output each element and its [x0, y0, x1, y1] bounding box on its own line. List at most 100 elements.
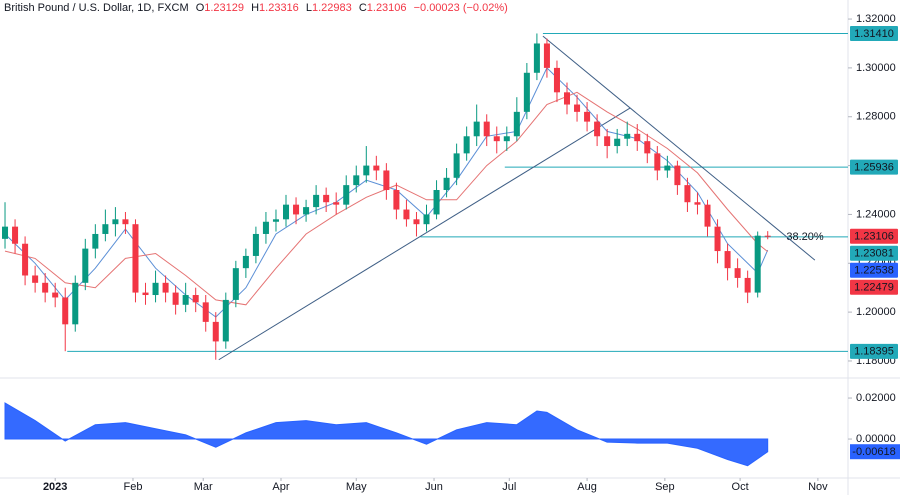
price-box-label: 1.22479 — [854, 282, 894, 294]
candle-body — [393, 190, 400, 210]
osc-box — [850, 444, 900, 460]
candle-body — [52, 292, 59, 298]
price-box-label: 1.31410 — [854, 28, 894, 40]
candle-body — [323, 194, 330, 203]
candle-body — [12, 226, 19, 244]
candle-body — [644, 141, 651, 154]
candle-body — [453, 153, 460, 178]
candle-body — [523, 72, 530, 112]
candle-body — [22, 243, 29, 276]
candle-body — [574, 104, 581, 112]
candle-body — [333, 202, 340, 205]
price-box — [850, 262, 898, 278]
candle-body — [413, 219, 420, 225]
candle-body — [463, 136, 470, 154]
trendline — [218, 107, 631, 361]
chart-title: British Pound / U.S. Dollar, 1D, FXCM — [4, 2, 189, 14]
candle-body — [483, 121, 490, 137]
ohlc-value: 1.23129 — [204, 2, 244, 14]
candle-body — [604, 136, 611, 147]
candle-body — [664, 165, 671, 171]
y-tick-label: 1.32000 — [856, 13, 896, 25]
candle-body — [232, 268, 239, 300]
x-tick-label: Nov — [808, 481, 828, 493]
oscillator-area — [4, 402, 769, 467]
price-box-label: 1.23081 — [854, 248, 894, 260]
candle-body — [42, 282, 49, 293]
ohlc-value: 1.23316 — [259, 2, 299, 14]
candle-body — [704, 204, 711, 227]
candle-body — [343, 185, 350, 205]
candle-body — [122, 219, 129, 225]
candle-body — [533, 43, 540, 73]
candle-body — [714, 226, 721, 252]
y-tick-label: 1.30000 — [856, 62, 896, 74]
x-tick-label: Mar — [194, 481, 213, 493]
osc-box-label: -0.00618 — [852, 446, 895, 458]
candle-body — [654, 153, 661, 171]
osc-y-tick-label: 0.02000 — [856, 392, 896, 404]
x-tick-label: May — [346, 481, 367, 493]
candle-body — [423, 214, 430, 225]
x-tick-label: 2023 — [43, 481, 67, 493]
candle-body — [614, 138, 621, 147]
ohlc-value: 1.22983 — [312, 2, 352, 14]
candle-body — [744, 277, 751, 293]
price-box — [850, 279, 898, 295]
price-box — [850, 343, 898, 359]
candle-body — [2, 226, 9, 239]
candle-body — [283, 204, 290, 220]
x-tick-label: Jul — [502, 481, 516, 493]
candle-body — [563, 92, 571, 105]
ohlc-value: 1.23106 — [367, 2, 407, 14]
x-tick-label: Oct — [732, 481, 749, 493]
candle-body — [594, 121, 601, 137]
x-tick-label: Feb — [123, 481, 142, 493]
price-box-label: 1.25936 — [854, 162, 894, 174]
candle-body — [242, 255, 249, 269]
candle-body — [172, 292, 179, 305]
candle-body — [112, 219, 119, 225]
candle-body — [262, 221, 269, 234]
candle-body — [433, 190, 440, 215]
y-tick-label: 1.24000 — [856, 208, 896, 220]
price-box — [850, 25, 898, 41]
chart-header: British Pound / U.S. Dollar, 1D, FXCM O1… — [4, 2, 508, 14]
candle-body — [152, 282, 159, 296]
change: −0.00023 (−0.02%) — [414, 2, 508, 14]
candle-body — [272, 219, 279, 222]
candle-body — [142, 292, 149, 296]
candle-body — [674, 165, 681, 186]
candle-body — [313, 194, 320, 208]
candle-body — [192, 295, 199, 303]
candle-body — [764, 235, 771, 237]
candle-body — [202, 302, 209, 322]
candle-body — [252, 233, 259, 256]
price-box-label: 1.23106 — [854, 231, 894, 243]
x-tick-label: Apr — [272, 481, 289, 493]
candle-body — [624, 133, 631, 139]
x-tick-label: Sep — [655, 481, 675, 493]
candle-body — [293, 204, 300, 215]
osc-y-tick-label: 0.00000 — [856, 433, 896, 445]
candle-body — [513, 111, 520, 137]
candle-body — [584, 111, 591, 122]
candle-body — [543, 43, 550, 68]
candle-body — [383, 170, 390, 191]
candle-body — [684, 185, 691, 203]
y-tick-label: 1.28000 — [856, 111, 896, 123]
candle-body — [212, 321, 219, 342]
candle-body — [62, 297, 69, 325]
candle-body — [222, 299, 229, 342]
candle-body — [443, 177, 450, 191]
price-box — [850, 245, 898, 261]
candle-body — [182, 295, 189, 305]
price-box — [850, 159, 898, 175]
candle-body — [473, 121, 480, 137]
candle-body — [82, 248, 89, 283]
candle-body — [634, 133, 641, 142]
price-box-label: 1.18395 — [854, 346, 894, 358]
